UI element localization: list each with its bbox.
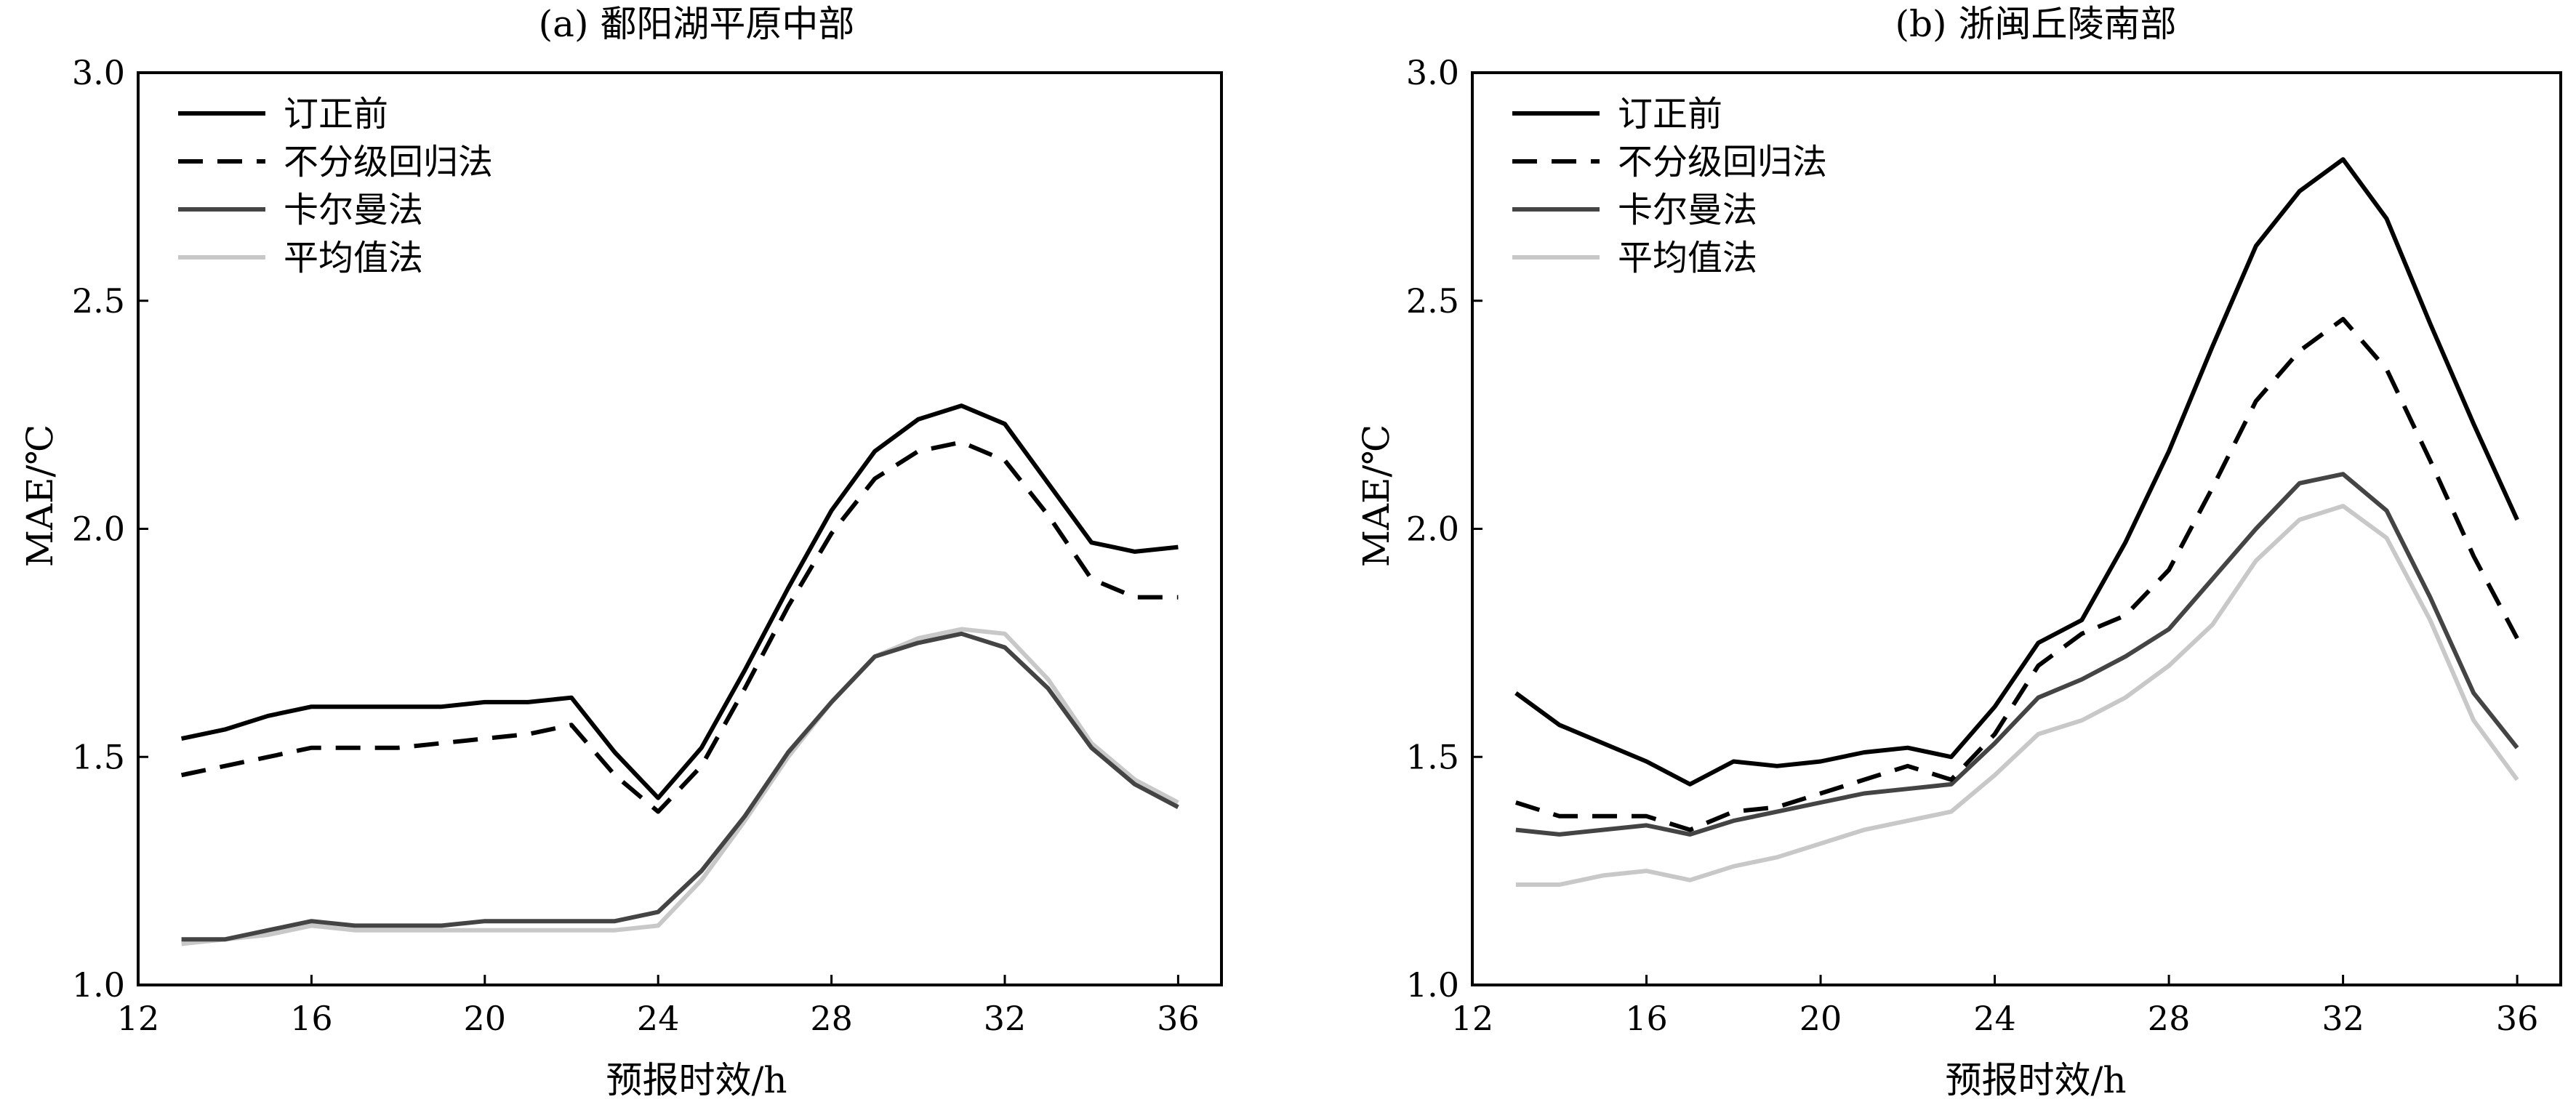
legend-label-non-graded-regression: 不分级回归法 — [284, 142, 493, 182]
panel-a-series — [180, 403, 1179, 946]
series-line-before-correction — [1514, 157, 2519, 787]
x-tick-label: 24 — [1973, 999, 2016, 1038]
y-tick-label: 3.0 — [72, 53, 125, 92]
legend-label-kalman: 卡尔曼法 — [284, 190, 423, 230]
series-line-kalman — [181, 631, 1179, 942]
y-tick-label: 1.0 — [1406, 965, 1459, 1005]
x-tick-label: 28 — [2148, 999, 2191, 1038]
panel-b: (b) 浙闽丘陵南部 MAE/℃ 预报时效/h 12 16 20 24 28 32 36 1.… — [1355, 3, 2562, 1101]
panel-b-series — [1514, 157, 2519, 887]
x-tick-label: 36 — [2496, 999, 2539, 1038]
panel-b-title: (b) 浙闽丘陵南部 — [1895, 3, 2177, 45]
legend-label-average: 平均值法 — [1618, 238, 1757, 278]
series-line-kalman — [1515, 472, 2519, 837]
panel-b-ylabel: MAE/℃ — [1355, 425, 1397, 568]
y-tick-label: 1.5 — [72, 737, 125, 776]
panel-a-ticks: 12 16 20 24 28 32 36 1.0 1.5 2.0 2.5 3.0 — [72, 53, 1200, 1038]
y-tick-label: 1.5 — [1406, 737, 1459, 776]
x-tick-label: 32 — [2322, 999, 2364, 1038]
x-tick-label: 16 — [1625, 999, 1668, 1038]
x-tick-label: 12 — [117, 999, 160, 1038]
legend-label-before-correction: 订正前 — [284, 94, 388, 134]
x-tick-label: 24 — [637, 999, 680, 1038]
series-line-non-graded-regression — [180, 440, 1179, 814]
y-tick-label: 2.5 — [1406, 281, 1459, 321]
panel-a-xlabel: 预报时效/h — [606, 1059, 787, 1101]
series-line-average — [1515, 504, 2519, 887]
y-tick-label: 2.5 — [72, 281, 125, 321]
x-tick-label: 20 — [1799, 999, 1842, 1038]
y-tick-label: 1.0 — [72, 965, 125, 1005]
series-line-average — [181, 627, 1179, 946]
panel-b-ticks: 12 16 20 24 28 32 36 1.0 1.5 2.0 2.5 3.0 — [1406, 53, 2539, 1038]
legend-label-before-correction: 订正前 — [1618, 94, 1722, 134]
x-tick-label: 12 — [1451, 999, 1494, 1038]
panel-a: (a) 鄱阳湖平原中部 MAE/℃ 预报时效/h 12 16 20 24 28 32 361… — [19, 3, 1223, 1101]
x-tick-label: 32 — [984, 999, 1027, 1038]
panel-b-xlabel: 预报时效/h — [1945, 1059, 2126, 1101]
panel-a-title: (a) 鄱阳湖平原中部 — [539, 3, 855, 45]
y-tick-label: 3.0 — [1406, 53, 1459, 92]
legend-label-non-graded-regression: 不分级回归法 — [1618, 142, 1827, 182]
x-tick-label: 16 — [290, 999, 333, 1038]
y-tick-label: 2.0 — [1406, 510, 1459, 549]
series-line-non-graded-regression — [1515, 316, 2519, 832]
y-tick-label: 2.0 — [72, 510, 125, 549]
x-tick-label: 36 — [1157, 999, 1200, 1038]
series-line-before-correction — [180, 403, 1179, 800]
x-tick-label: 20 — [464, 999, 507, 1038]
legend-label-average: 平均值法 — [284, 238, 423, 278]
x-tick-label: 28 — [810, 999, 853, 1038]
legend-label-kalman: 卡尔曼法 — [1618, 190, 1757, 230]
panel-a-ylabel: MAE/℃ — [19, 425, 61, 568]
